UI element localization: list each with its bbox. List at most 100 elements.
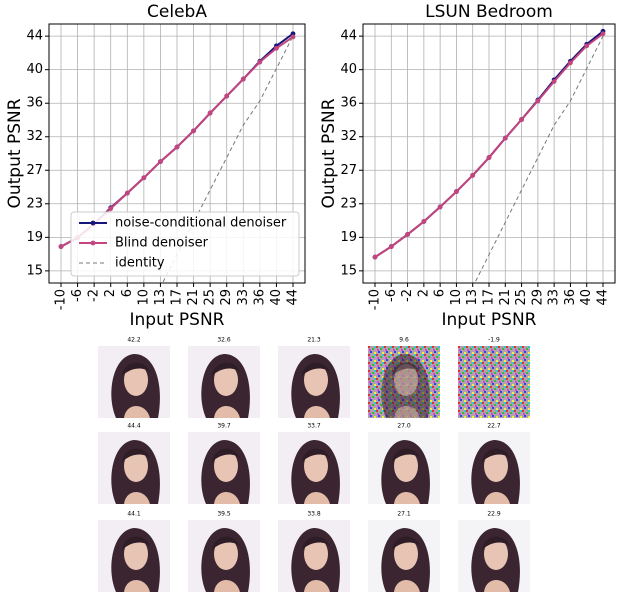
face-image <box>368 346 440 418</box>
point <box>437 204 443 210</box>
point <box>405 232 410 237</box>
legend-label: noise-conditional denoiser <box>115 216 287 231</box>
x-tick-label: -10 <box>368 289 383 310</box>
y-axis-label: Output PSNR <box>5 98 25 208</box>
x-tick-label: -10 <box>54 289 69 310</box>
face-image <box>458 346 530 418</box>
y-tick-label: 36 <box>26 96 43 111</box>
image-caption: 42.2 <box>127 337 141 344</box>
x-axis-label: Input PSNR <box>442 310 537 330</box>
x-tick-label: 6 <box>433 289 448 297</box>
face-image <box>368 520 440 592</box>
axes-frame <box>48 23 306 284</box>
point <box>584 43 590 49</box>
point <box>421 219 427 224</box>
image-caption: 9.6 <box>399 337 409 344</box>
y-tick-label: 27 <box>340 163 357 178</box>
y-tick-label: 32 <box>340 129 357 144</box>
y-tick-label: 40 <box>26 62 43 77</box>
image-caption: 33.7 <box>307 423 321 430</box>
image-caption: -1.9 <box>488 337 500 344</box>
y-tick-label: 19 <box>26 230 43 245</box>
image-caption: 39.7 <box>217 423 231 430</box>
y-tick-label: 19 <box>340 230 357 245</box>
image-caption: 32.6 <box>217 337 231 344</box>
point <box>535 98 541 104</box>
y-tick-label: 15 <box>26 263 43 278</box>
x-tick-label: -2 <box>400 289 415 302</box>
face-image <box>188 432 260 504</box>
point <box>174 144 180 150</box>
x-tick-label: 10 <box>136 289 151 306</box>
x-tick-label: 2 <box>103 289 118 297</box>
x-tick-label: 17 <box>482 289 497 306</box>
legend-label: identity <box>115 256 165 271</box>
x-tick-label: 13 <box>153 289 168 306</box>
x-tick-label: 33 <box>547 289 562 306</box>
image-caption: 27.0 <box>397 423 411 430</box>
y-tick-label: 23 <box>26 196 43 211</box>
x-tick-label: 17 <box>170 289 185 306</box>
point <box>191 128 196 134</box>
x-tick-label: -6 <box>384 289 399 302</box>
x-axis-label: Input PSNR <box>130 310 225 330</box>
x-tick-label: 44 <box>596 289 611 306</box>
point <box>519 117 524 122</box>
point <box>551 79 557 84</box>
x-tick-label: 36 <box>563 289 578 306</box>
image-caption: 22.7 <box>487 423 501 430</box>
point <box>124 190 130 196</box>
x-tick-label: 36 <box>252 289 267 306</box>
face-image <box>98 520 170 592</box>
point <box>388 244 394 249</box>
image-caption: 44.1 <box>127 511 141 518</box>
point <box>207 110 213 116</box>
y-tick-label: 15 <box>340 263 357 278</box>
face-image <box>188 520 260 592</box>
face-image <box>278 432 350 504</box>
point <box>224 93 230 99</box>
image-caption: 27.1 <box>397 511 411 518</box>
point <box>372 254 378 260</box>
chart-title: LSUN Bedroom <box>425 2 553 22</box>
chart-title: CelebA <box>147 2 207 22</box>
point <box>257 59 263 65</box>
axes-frame <box>362 23 616 284</box>
y-axis-label: Output PSNR <box>319 98 339 208</box>
x-tick-label: -2 <box>87 289 102 302</box>
x-tick-label: 29 <box>530 289 545 306</box>
image-caption: 44.4 <box>127 423 141 430</box>
x-tick-label: 25 <box>514 289 529 306</box>
y-tick-label: 40 <box>340 62 357 77</box>
legend-box <box>70 211 300 277</box>
legend-label: Blind denoiser <box>115 236 209 251</box>
x-tick-label: 33 <box>236 289 251 306</box>
face-image <box>458 432 530 504</box>
point <box>141 175 147 181</box>
y-tick-label: 36 <box>340 96 357 111</box>
image-caption: 22.9 <box>487 511 501 518</box>
face-image <box>278 520 350 592</box>
x-tick-label: 44 <box>286 289 301 306</box>
legend-marker <box>90 220 96 226</box>
series-line <box>474 35 604 283</box>
face-image <box>98 346 170 418</box>
face-image <box>458 520 530 592</box>
face-image <box>98 432 170 504</box>
y-tick-label: 27 <box>26 163 43 178</box>
face-image <box>278 346 350 418</box>
point <box>470 172 476 178</box>
point <box>158 159 163 164</box>
plot-area <box>372 28 606 283</box>
y-tick-label: 44 <box>26 29 43 44</box>
x-tick-label: 10 <box>449 289 464 306</box>
y-tick-label: 32 <box>26 129 43 144</box>
point <box>454 189 459 194</box>
point <box>58 244 64 249</box>
x-tick-label: 13 <box>465 289 480 306</box>
image-caption: 21.3 <box>307 337 321 344</box>
y-tick-label: 23 <box>340 196 357 211</box>
point <box>568 60 573 66</box>
x-tick-label: 6 <box>120 289 135 297</box>
